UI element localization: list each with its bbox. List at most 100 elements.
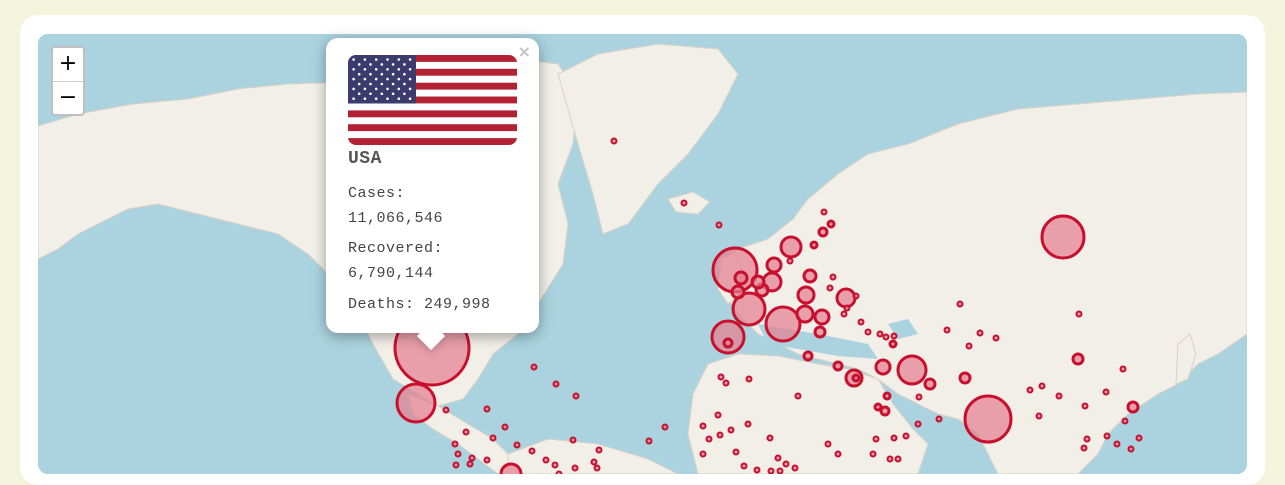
case-marker[interactable]: [753, 466, 761, 474]
case-marker[interactable]: [730, 284, 746, 300]
case-marker[interactable]: [886, 455, 894, 463]
case-marker[interactable]: [817, 226, 829, 238]
case-marker[interactable]: [843, 304, 851, 312]
case-marker[interactable]: [840, 310, 848, 318]
case-marker[interactable]: [732, 448, 740, 456]
case-marker[interactable]: [468, 454, 476, 462]
case-marker[interactable]: [888, 339, 898, 349]
case-marker[interactable]: [872, 435, 880, 443]
case-marker[interactable]: [976, 329, 984, 337]
case-marker[interactable]: [879, 405, 891, 417]
case-marker[interactable]: [501, 423, 509, 431]
case-marker[interactable]: [826, 219, 836, 229]
case-marker[interactable]: [1071, 352, 1085, 366]
case-marker[interactable]: [864, 328, 872, 336]
case-marker[interactable]: [767, 467, 775, 474]
case-marker[interactable]: [462, 428, 470, 436]
case-marker[interactable]: [705, 435, 713, 443]
case-marker[interactable]: [809, 240, 819, 250]
case-marker[interactable]: [595, 446, 603, 454]
case-marker[interactable]: [1121, 417, 1129, 425]
case-marker[interactable]: [714, 411, 722, 419]
case-marker[interactable]: [1081, 402, 1089, 410]
case-marker[interactable]: [786, 257, 794, 265]
case-marker[interactable]: [802, 268, 818, 284]
case-marker[interactable]: [395, 382, 437, 424]
case-marker[interactable]: [992, 334, 1000, 342]
case-marker[interactable]: [834, 450, 842, 458]
case-marker[interactable]: [873, 402, 883, 412]
case-marker[interactable]: [530, 363, 538, 371]
case-marker[interactable]: [965, 342, 973, 350]
case-marker[interactable]: [1040, 214, 1086, 260]
case-marker[interactable]: [826, 284, 834, 292]
case-marker[interactable]: [813, 308, 831, 326]
case-marker[interactable]: [699, 422, 707, 430]
case-marker[interactable]: [731, 291, 767, 327]
case-marker[interactable]: [1127, 445, 1135, 453]
case-marker[interactable]: [1102, 388, 1110, 396]
case-marker[interactable]: [710, 319, 746, 355]
case-marker[interactable]: [894, 455, 902, 463]
close-button[interactable]: ×: [517, 42, 531, 61]
case-marker[interactable]: [1113, 440, 1121, 448]
case-marker[interactable]: [813, 325, 827, 339]
case-marker[interactable]: [882, 391, 892, 401]
case-marker[interactable]: [555, 470, 563, 475]
case-marker[interactable]: [571, 464, 579, 472]
case-marker[interactable]: [1035, 412, 1043, 420]
case-marker[interactable]: [451, 440, 459, 448]
case-marker[interactable]: [699, 450, 707, 458]
case-marker[interactable]: [832, 360, 844, 372]
case-marker[interactable]: [572, 392, 580, 400]
case-marker[interactable]: [857, 318, 865, 326]
case-marker[interactable]: [1103, 432, 1111, 440]
case-marker[interactable]: [1083, 435, 1091, 443]
case-marker[interactable]: [874, 358, 892, 376]
case-marker[interactable]: [569, 436, 577, 444]
case-marker[interactable]: [896, 354, 928, 386]
case-marker[interactable]: [1135, 434, 1143, 442]
case-marker[interactable]: [795, 304, 815, 324]
case-marker[interactable]: [750, 274, 766, 290]
case-marker[interactable]: [765, 256, 783, 274]
case-marker[interactable]: [851, 373, 861, 383]
case-marker[interactable]: [722, 379, 730, 387]
case-marker[interactable]: [442, 406, 450, 414]
case-marker[interactable]: [902, 432, 910, 440]
case-marker[interactable]: [722, 337, 734, 349]
case-marker[interactable]: [593, 464, 601, 472]
case-marker[interactable]: [779, 235, 803, 259]
case-marker[interactable]: [776, 467, 784, 474]
case-marker[interactable]: [452, 461, 460, 469]
case-marker[interactable]: [1026, 386, 1034, 394]
case-marker[interactable]: [820, 208, 828, 216]
case-marker[interactable]: [791, 464, 799, 472]
case-marker[interactable]: [483, 456, 491, 464]
case-marker[interactable]: [852, 292, 860, 300]
case-marker[interactable]: [774, 454, 782, 462]
case-marker[interactable]: [876, 330, 884, 338]
case-marker[interactable]: [610, 137, 618, 145]
zoom-out-button[interactable]: −: [58, 85, 78, 110]
case-marker[interactable]: [802, 350, 814, 362]
case-marker[interactable]: [552, 380, 560, 388]
case-marker[interactable]: [590, 458, 598, 466]
case-marker[interactable]: [680, 199, 688, 207]
case-marker[interactable]: [1080, 444, 1088, 452]
case-marker[interactable]: [454, 450, 462, 458]
case-marker[interactable]: [542, 456, 550, 464]
case-marker[interactable]: [745, 375, 753, 383]
case-marker[interactable]: [914, 420, 922, 428]
case-marker[interactable]: [513, 441, 521, 449]
case-marker[interactable]: [1119, 365, 1127, 373]
case-marker[interactable]: [528, 447, 536, 455]
case-marker[interactable]: [661, 423, 669, 431]
case-marker[interactable]: [943, 326, 951, 334]
case-marker[interactable]: [483, 405, 491, 413]
case-marker[interactable]: [764, 305, 802, 343]
case-marker[interactable]: [766, 434, 774, 442]
case-marker[interactable]: [551, 461, 559, 469]
case-markers[interactable]: [393, 137, 1143, 475]
case-marker[interactable]: [1038, 382, 1046, 390]
